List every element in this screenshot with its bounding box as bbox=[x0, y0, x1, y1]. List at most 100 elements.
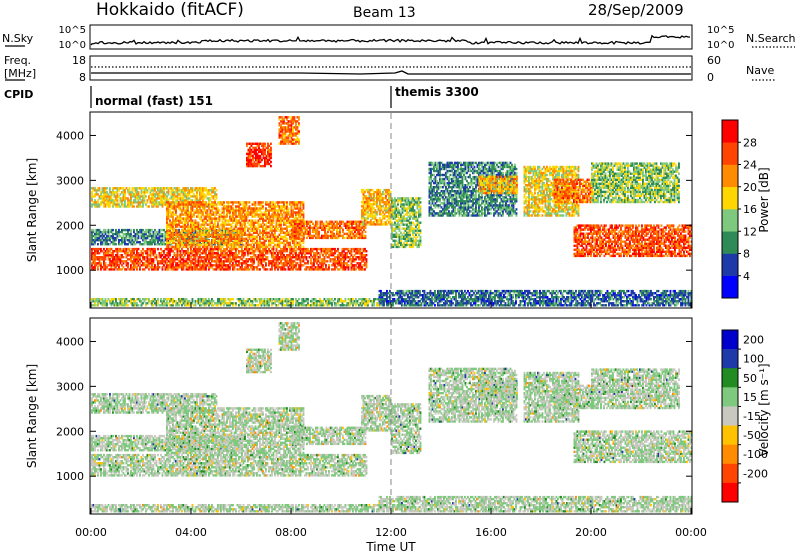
power-cell bbox=[126, 268, 128, 270]
power-cell bbox=[268, 248, 270, 250]
power-cell bbox=[271, 268, 273, 270]
power-cell bbox=[303, 242, 305, 244]
freq-strip: Freq. [MHz] 18 8 60 0 Nave bbox=[4, 54, 775, 84]
power-cell bbox=[100, 268, 102, 270]
power-cell bbox=[364, 268, 366, 270]
power-cell bbox=[292, 213, 294, 215]
power-cell bbox=[123, 266, 125, 268]
power-cell bbox=[260, 155, 262, 157]
power-cell bbox=[181, 201, 183, 203]
power-cell bbox=[298, 130, 300, 132]
power-cell bbox=[246, 203, 248, 205]
power-cell bbox=[259, 268, 261, 270]
power-cell bbox=[105, 262, 107, 264]
power-cell bbox=[133, 205, 135, 207]
power-cell bbox=[274, 232, 276, 234]
power-cell bbox=[109, 203, 111, 205]
power-cell bbox=[265, 262, 267, 264]
power-cell bbox=[292, 128, 294, 130]
power-cell bbox=[97, 243, 99, 245]
nsky-tick-top: 10^5 bbox=[59, 25, 86, 36]
nsearch-tick-top: 10^5 bbox=[707, 25, 734, 36]
power-cell bbox=[255, 250, 257, 252]
power-cell bbox=[216, 193, 218, 195]
nsky-label: N.Sky bbox=[2, 32, 34, 45]
power-cell bbox=[303, 211, 305, 213]
power-cell bbox=[310, 258, 312, 260]
power-cell bbox=[196, 193, 198, 195]
power-cell bbox=[180, 193, 182, 195]
power-cell bbox=[292, 268, 294, 270]
power-cell bbox=[306, 268, 308, 270]
power-cell bbox=[187, 248, 189, 250]
power-cell bbox=[277, 268, 279, 270]
power-cell bbox=[253, 268, 255, 270]
power-cell bbox=[171, 248, 173, 250]
power-cell bbox=[286, 238, 288, 240]
power-cell bbox=[172, 201, 174, 203]
freq-tick-top: 18 bbox=[72, 54, 86, 67]
power-cell bbox=[217, 222, 219, 224]
power-cell bbox=[255, 203, 257, 205]
power-cell bbox=[303, 258, 305, 260]
power-cell bbox=[317, 221, 319, 223]
power-cell bbox=[139, 268, 141, 270]
power-heatmap-cells bbox=[91, 116, 692, 306]
power-cell bbox=[276, 248, 278, 250]
power-cell bbox=[109, 187, 111, 189]
power-cell bbox=[138, 191, 140, 193]
power-cell bbox=[201, 248, 203, 250]
power-cell bbox=[169, 219, 171, 221]
power-cell bbox=[366, 258, 368, 260]
power-cell bbox=[168, 268, 170, 270]
power-cell bbox=[364, 248, 366, 250]
power-cell bbox=[307, 248, 309, 250]
power-cell bbox=[214, 201, 216, 203]
power-cell bbox=[303, 203, 305, 205]
power-cell bbox=[129, 187, 131, 189]
power-cell bbox=[267, 256, 269, 258]
power-cell bbox=[144, 268, 146, 270]
power-cell bbox=[145, 195, 147, 197]
freq-frame bbox=[90, 56, 692, 80]
power-cell bbox=[99, 187, 101, 189]
power-cell bbox=[273, 222, 275, 224]
power-cell bbox=[334, 248, 336, 250]
power-cell bbox=[289, 242, 291, 244]
power-cell bbox=[193, 213, 195, 215]
power-cell bbox=[235, 250, 237, 252]
power-cell bbox=[252, 219, 254, 221]
power-cell bbox=[286, 250, 288, 252]
power-cell bbox=[204, 201, 206, 203]
power-cell bbox=[295, 250, 297, 252]
power-cell bbox=[240, 201, 242, 203]
power-cell bbox=[220, 248, 222, 250]
power-cell bbox=[274, 268, 276, 270]
power-cell bbox=[159, 266, 161, 268]
power-cell bbox=[273, 201, 275, 203]
power-cell bbox=[136, 268, 138, 270]
power-cell bbox=[294, 116, 296, 118]
power-cell bbox=[365, 235, 367, 237]
power-cell bbox=[232, 203, 234, 205]
power-cell bbox=[154, 248, 156, 250]
power-cell bbox=[103, 248, 105, 250]
nave-tick-top: 60 bbox=[707, 54, 721, 67]
power-cell bbox=[360, 248, 362, 250]
power-cell bbox=[133, 268, 135, 270]
power-cell bbox=[297, 203, 299, 205]
power-cell bbox=[246, 145, 248, 147]
power-cell bbox=[283, 118, 285, 120]
power-cell bbox=[366, 250, 368, 252]
power-cell bbox=[309, 231, 311, 233]
power-cell bbox=[147, 250, 149, 252]
power-cell bbox=[156, 254, 158, 256]
power-cell bbox=[133, 229, 135, 231]
power-cell bbox=[229, 268, 231, 270]
nsearch-label: N.Search bbox=[746, 32, 796, 45]
power-cell bbox=[253, 258, 255, 260]
power-cell bbox=[366, 254, 368, 256]
power-cell bbox=[270, 143, 272, 145]
power-cell bbox=[157, 268, 159, 270]
power-cell bbox=[342, 229, 344, 231]
